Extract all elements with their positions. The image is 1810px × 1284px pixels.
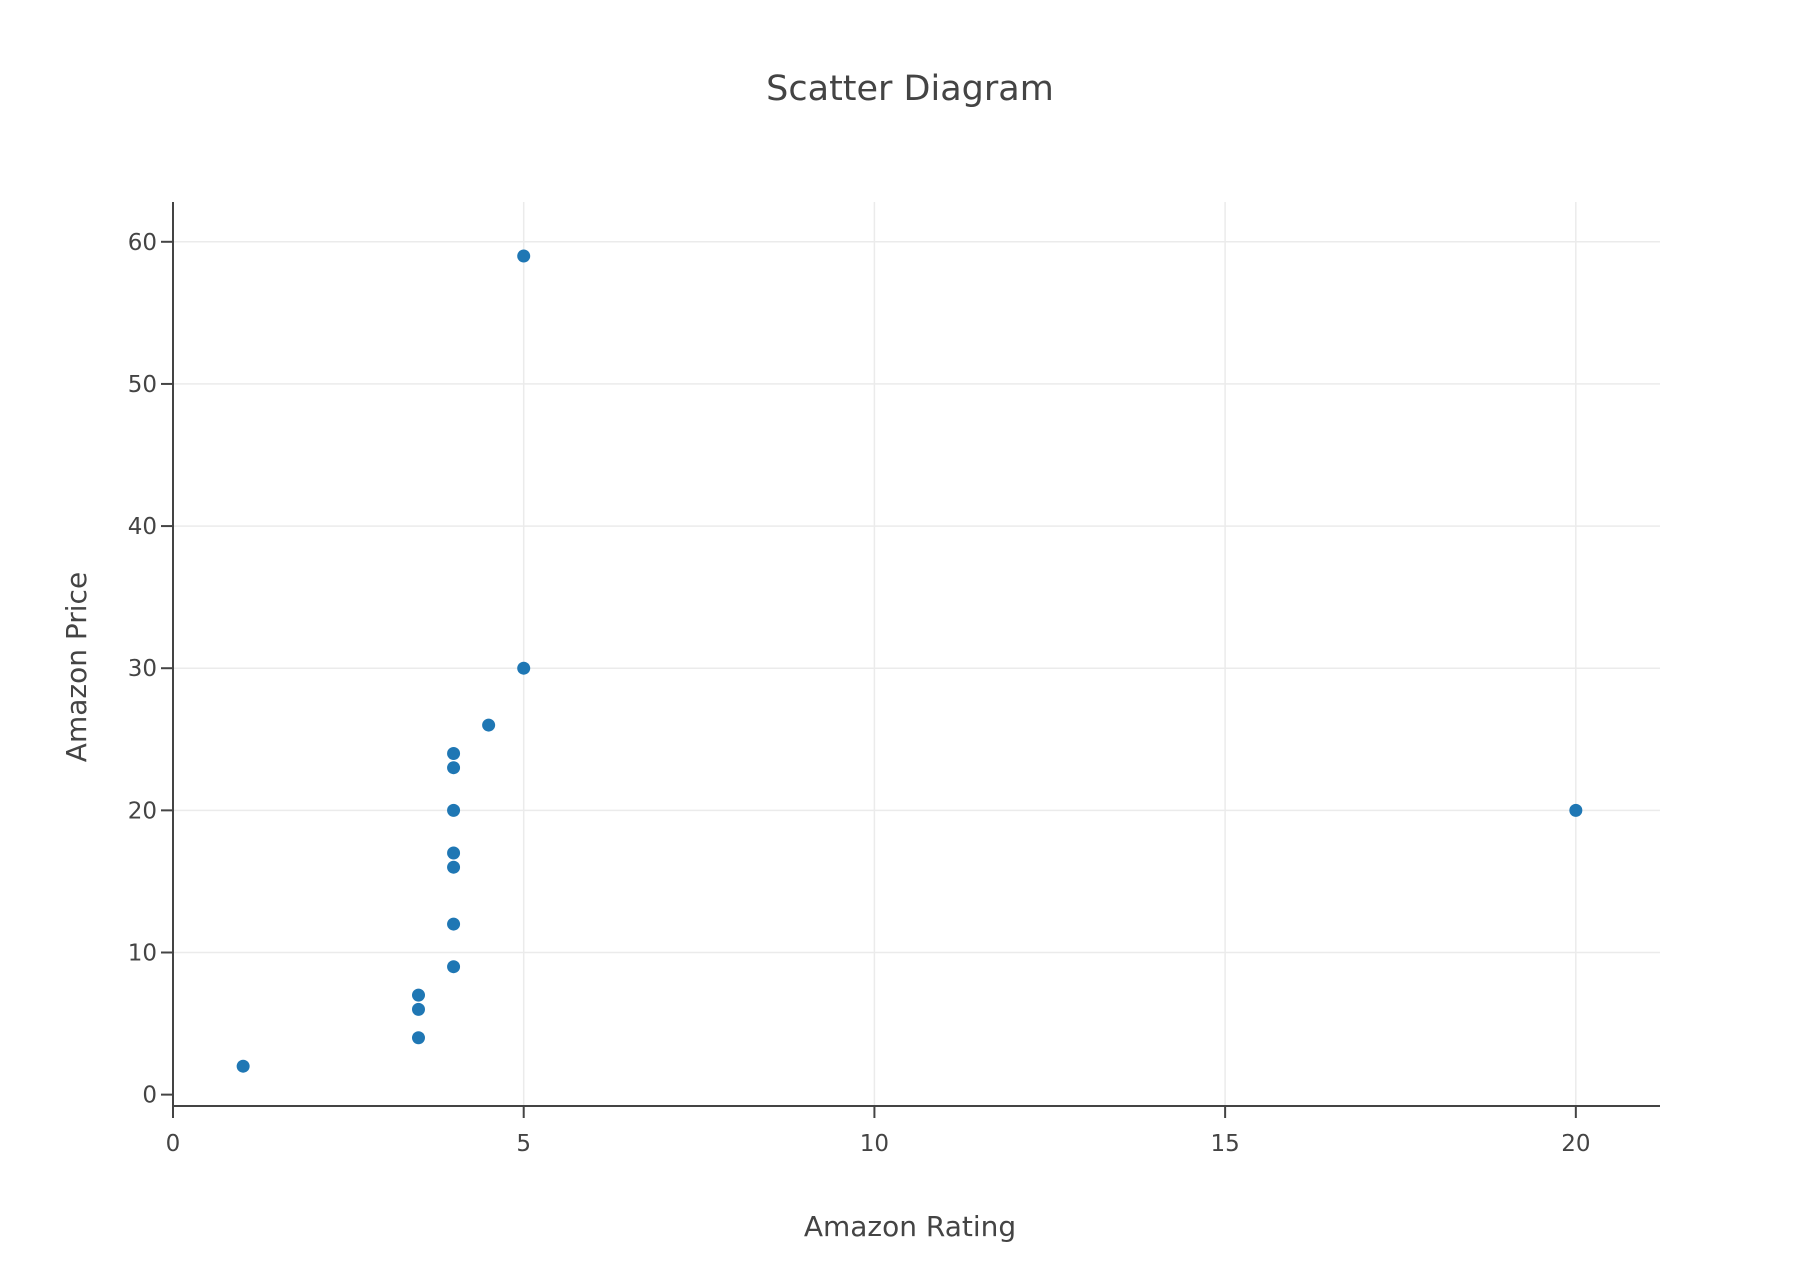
y-tick-label: 0 bbox=[142, 1083, 157, 1109]
data-point[interactable] bbox=[411, 1031, 425, 1045]
x-tick-label: 15 bbox=[1210, 1131, 1239, 1157]
x-axis-title: Amazon Rating bbox=[804, 1210, 1016, 1243]
data-point[interactable] bbox=[447, 960, 461, 974]
data-point[interactable] bbox=[447, 803, 461, 817]
y-tick-label: 50 bbox=[128, 372, 157, 398]
x-tick-label: 20 bbox=[1561, 1131, 1590, 1157]
grid bbox=[173, 202, 1660, 1106]
y-tick-label: 30 bbox=[128, 656, 157, 682]
data-point[interactable] bbox=[447, 746, 461, 760]
data-point[interactable] bbox=[447, 917, 461, 931]
data-point[interactable] bbox=[482, 718, 496, 732]
data-point[interactable] bbox=[447, 761, 461, 775]
axes bbox=[172, 202, 1660, 1107]
data-point[interactable] bbox=[517, 661, 531, 675]
y-tick-label: 40 bbox=[128, 514, 157, 540]
data-point[interactable] bbox=[236, 1059, 250, 1073]
y-axis-title: Amazon Price bbox=[60, 572, 93, 762]
y-tick-label: 60 bbox=[128, 230, 157, 256]
data-point[interactable] bbox=[447, 860, 461, 874]
data-point[interactable] bbox=[411, 988, 425, 1002]
x-tick-label: 0 bbox=[166, 1131, 181, 1157]
x-tick-label: 5 bbox=[516, 1131, 531, 1157]
y-tick-label: 20 bbox=[128, 798, 157, 824]
data-points bbox=[236, 249, 1583, 1073]
data-point[interactable] bbox=[517, 249, 531, 263]
chart-title: Scatter Diagram bbox=[766, 69, 1054, 109]
x-tick-label: 10 bbox=[860, 1131, 889, 1157]
y-tick-label: 10 bbox=[128, 940, 157, 966]
tick-labels: 0 5 10 15 20 0 10 20 30 40 50 60 bbox=[128, 230, 1591, 1157]
data-point[interactable] bbox=[1569, 803, 1583, 817]
data-point[interactable] bbox=[447, 846, 461, 860]
data-point[interactable] bbox=[411, 1002, 425, 1016]
